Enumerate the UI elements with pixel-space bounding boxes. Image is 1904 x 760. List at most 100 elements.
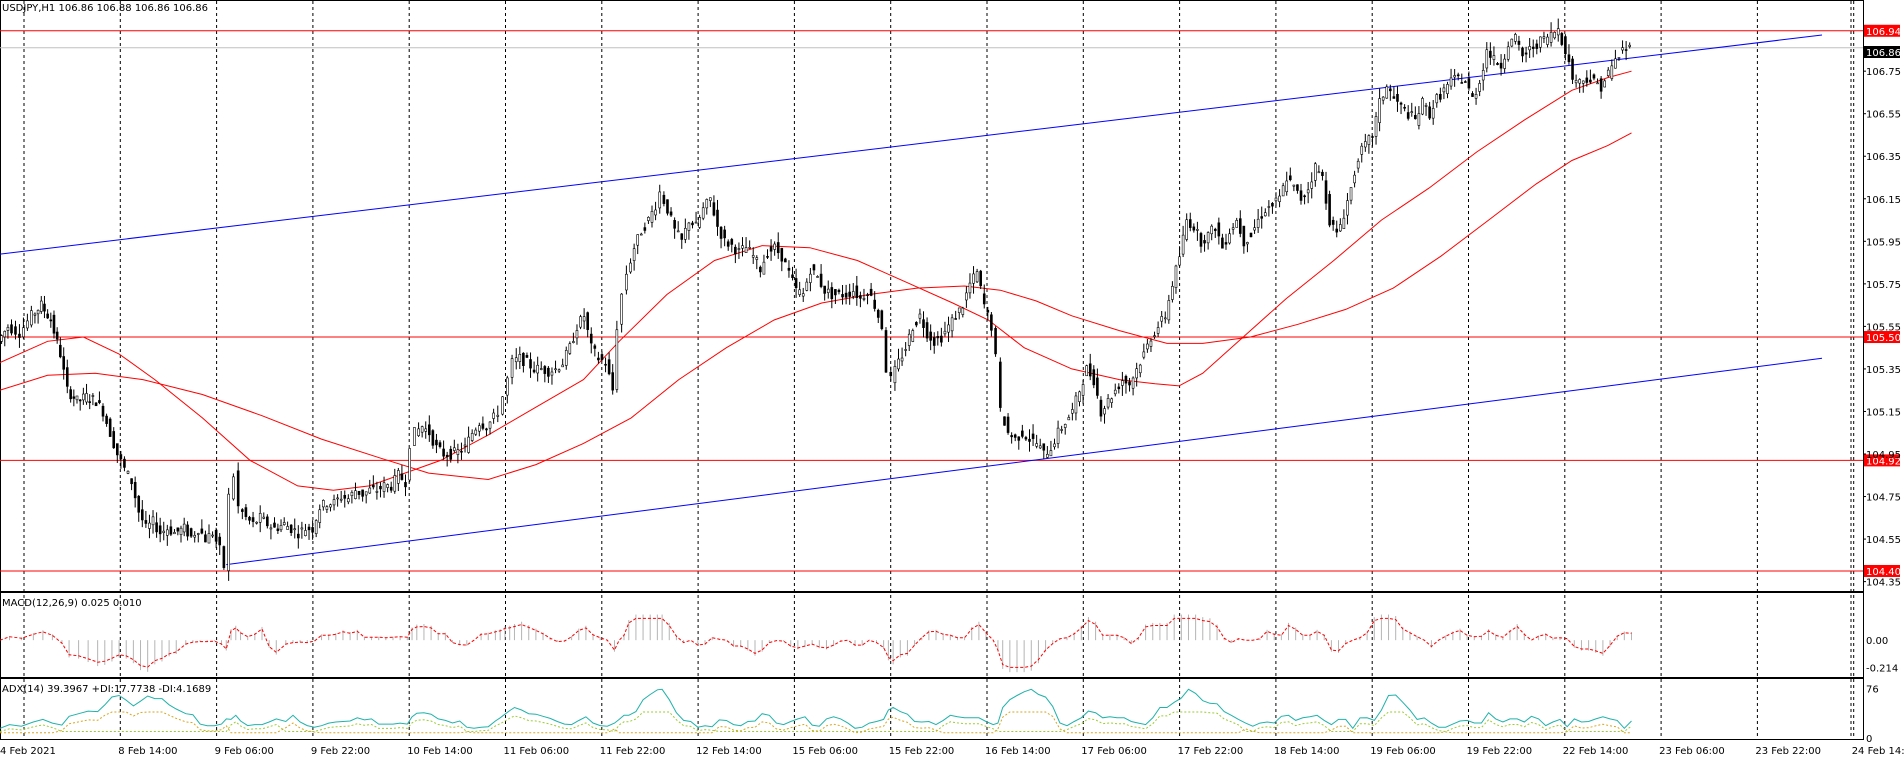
candle-body [193, 535, 197, 538]
candle-body [304, 530, 307, 536]
channel-line[interactable] [226, 357, 1823, 566]
candle-body [1599, 78, 1603, 92]
candle-body [311, 527, 314, 533]
adx-indicator: 76 0 [0, 685, 1879, 745]
candle-body [1306, 189, 1310, 194]
candle-body [492, 412, 495, 419]
candle-body [726, 241, 730, 247]
candle-body [1078, 391, 1081, 402]
candle-body [1560, 33, 1564, 45]
candle-body [762, 261, 766, 275]
candle-body [413, 427, 416, 446]
candle-body [572, 341, 575, 343]
candle-body [1003, 416, 1006, 426]
candle-body [990, 314, 993, 331]
candle-body [258, 513, 262, 523]
candle-body [200, 528, 204, 534]
candle-body [1556, 28, 1560, 36]
candle-body [49, 319, 53, 322]
candle-body [1371, 136, 1374, 138]
candle-body [1424, 105, 1428, 107]
channel-lines[interactable] [0, 34, 1823, 566]
candle-body [676, 230, 680, 233]
level-tag-label: 105.50 [1866, 333, 1901, 344]
candle-body [900, 357, 904, 362]
candle-body [532, 369, 536, 373]
candle-body [620, 293, 623, 325]
price-series [0, 18, 1631, 581]
candle-body [1521, 47, 1524, 57]
candle-body [999, 361, 1002, 408]
time-label: 17 Feb 06:00 [1081, 746, 1147, 757]
candle-body [46, 313, 49, 319]
candle-body [1439, 93, 1442, 100]
candle-body [1288, 175, 1292, 181]
candle-body [536, 364, 539, 374]
candle-body [589, 333, 593, 344]
candle-body [1428, 106, 1431, 119]
candle-body [52, 314, 56, 334]
candle-body [723, 229, 726, 239]
candle-body [957, 307, 961, 313]
candle-body [1285, 180, 1289, 193]
candle-body [784, 258, 787, 263]
candle-body [1092, 369, 1096, 386]
candle-body [33, 313, 37, 316]
candle-body [604, 363, 607, 366]
macd-tick-label: 0.00 [1866, 636, 1888, 647]
price-tick-label: 105.95 [1866, 237, 1901, 248]
candle-body [691, 222, 694, 226]
candle-body [1571, 58, 1574, 80]
candle-body [350, 492, 354, 496]
candle-body [539, 368, 543, 370]
candle-body [965, 292, 968, 301]
candle-body [182, 523, 186, 533]
candle-body [325, 506, 329, 510]
time-label: 24 Feb 14:00 [1852, 746, 1904, 757]
adx-title: ADX(14) 39.3967 +DI:17.7738 -DI:4.1689 [2, 684, 211, 695]
candle-body [897, 358, 900, 370]
candle-body [1256, 218, 1260, 228]
candle-body [300, 527, 304, 530]
candle-body [1542, 36, 1546, 39]
candle-body [712, 202, 716, 216]
candle-body [514, 357, 518, 363]
time-label: 9 Feb 06:00 [215, 746, 274, 757]
candle-body [1553, 32, 1556, 39]
candle-body [1085, 365, 1088, 377]
time-label: 8 Feb 14:00 [118, 746, 177, 757]
candle-body [1096, 377, 1099, 396]
candle-body [798, 289, 801, 295]
candle-body [586, 312, 589, 330]
candle-body [1185, 219, 1188, 240]
candle-body [62, 356, 66, 370]
candle-body [266, 516, 269, 527]
candle-body [1378, 98, 1381, 123]
candle-body [1038, 445, 1042, 449]
candle-body [456, 449, 460, 455]
candle-body [1192, 226, 1196, 231]
candle-body [1460, 82, 1464, 84]
candle-body [816, 276, 819, 278]
candle-body [467, 436, 470, 453]
channel-line[interactable] [0, 34, 1823, 255]
price-tick-label: 106.75 [1866, 67, 1901, 78]
candle-body [662, 194, 666, 204]
candle-body [1131, 377, 1135, 389]
candle-body [289, 524, 293, 534]
candle-body [1514, 34, 1517, 42]
candle-body [769, 246, 773, 252]
horizontal-levels[interactable]: 106.94 105.50 104.92 104.40 [0, 24, 1901, 578]
candle-body [293, 528, 297, 531]
candle-body [1060, 429, 1063, 431]
candle-body [834, 289, 837, 296]
price-tick-label: 105.15 [1866, 407, 1901, 418]
level-tag-label: 104.92 [1866, 456, 1901, 467]
candle-body [625, 273, 628, 291]
candle-body [65, 367, 69, 387]
macd-tick-label: -0.214 [1866, 664, 1898, 675]
candle-body [1299, 190, 1303, 201]
candle-body [420, 426, 424, 433]
candle-body [1228, 233, 1231, 244]
